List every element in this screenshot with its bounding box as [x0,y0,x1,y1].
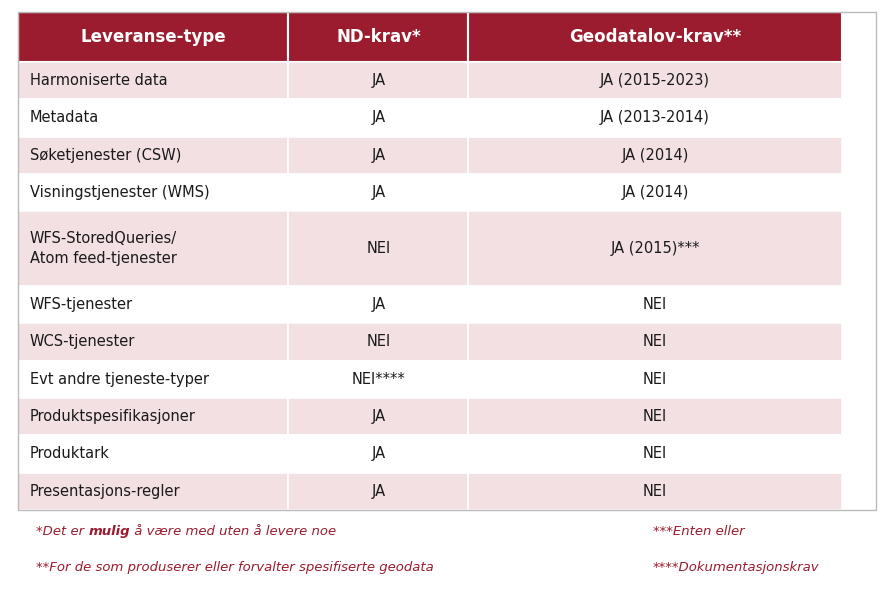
Text: **For de som produserer eller forvalter spesifiserte geodata: **For de som produserer eller forvalter … [36,561,434,574]
Bar [288,286,468,323]
Text: NEI: NEI [643,409,667,424]
Bar [288,137,468,174]
Text: JA: JA [371,185,385,200]
Bar [468,99,842,137]
Bar [288,361,468,398]
Bar [18,472,288,510]
Text: JA: JA [371,148,385,163]
Bar [288,472,468,510]
Text: NEI: NEI [643,484,667,499]
Bar [288,435,468,472]
Text: JA: JA [371,409,385,424]
Bar [18,398,288,435]
Text: NEI: NEI [367,334,391,350]
Bar [288,398,468,435]
Text: JA: JA [371,110,385,126]
Bar [468,174,842,211]
Text: Leveranse-type: Leveranse-type [80,28,226,46]
Bar [288,99,468,137]
Text: å være med uten å levere noe: å være med uten å levere noe [130,525,336,538]
Text: Produktspesifikasjoner: Produktspesifikasjoner [30,409,196,424]
Text: WFS-StoredQueries/
Atom feed-tjenester: WFS-StoredQueries/ Atom feed-tjenester [30,231,177,266]
Text: WCS-tjenester: WCS-tjenester [30,334,135,350]
Text: NEI****: NEI**** [351,371,405,387]
Bar [288,174,468,211]
Bar [288,211,468,286]
Bar [468,361,842,398]
Text: JA: JA [371,484,385,499]
Bar [18,174,288,211]
Bar [468,323,842,361]
Text: NEI: NEI [643,446,667,461]
Text: ***Enten eller: ***Enten eller [653,525,744,538]
Bar [18,211,288,286]
Text: NEI: NEI [643,334,667,350]
Text: JA: JA [371,73,385,88]
Text: NEI: NEI [643,371,667,387]
Text: JA (2013-2014): JA (2013-2014) [600,110,710,126]
Bar [288,62,468,99]
Text: mulig: mulig [89,525,130,538]
Text: Søketjenester (CSW): Søketjenester (CSW) [30,148,181,163]
Text: Produktark: Produktark [30,446,109,461]
Text: Evt andre tjeneste-typer: Evt andre tjeneste-typer [30,371,208,387]
Text: JA: JA [371,297,385,312]
Bar [468,12,842,62]
Bar [468,137,842,174]
Text: JA (2015-2023): JA (2015-2023) [600,73,710,88]
Bar [468,398,842,435]
Bar [18,286,288,323]
Text: JA (2015)***: JA (2015)*** [611,241,700,256]
Bar [468,62,842,99]
Bar [18,137,288,174]
Text: Presentasjons-regler: Presentasjons-regler [30,484,180,499]
Bar [288,12,468,62]
Bar [468,472,842,510]
Bar [288,323,468,361]
Bar [18,62,288,99]
Text: ****Dokumentasjonskrav: ****Dokumentasjonskrav [653,561,819,574]
Bar [18,12,288,62]
Text: WFS-tjenester: WFS-tjenester [30,297,132,312]
Text: JA (2014): JA (2014) [621,148,688,163]
Text: ND-krav*: ND-krav* [336,28,421,46]
Text: Metadata: Metadata [30,110,98,126]
Text: NEI: NEI [643,297,667,312]
Bar [18,323,288,361]
Bar [468,211,842,286]
Text: Visningstjenester (WMS): Visningstjenester (WMS) [30,185,209,200]
Bar [468,286,842,323]
Text: JA: JA [371,446,385,461]
Bar [18,435,288,472]
Bar [18,12,876,510]
Bar [18,361,288,398]
Bar [468,435,842,472]
Text: JA (2014): JA (2014) [621,185,688,200]
Text: Geodatalov-krav**: Geodatalov-krav** [569,28,741,46]
Text: Harmoniserte data: Harmoniserte data [30,73,167,88]
Text: NEI: NEI [367,241,391,256]
Bar [18,99,288,137]
Text: *Det er: *Det er [36,525,89,538]
